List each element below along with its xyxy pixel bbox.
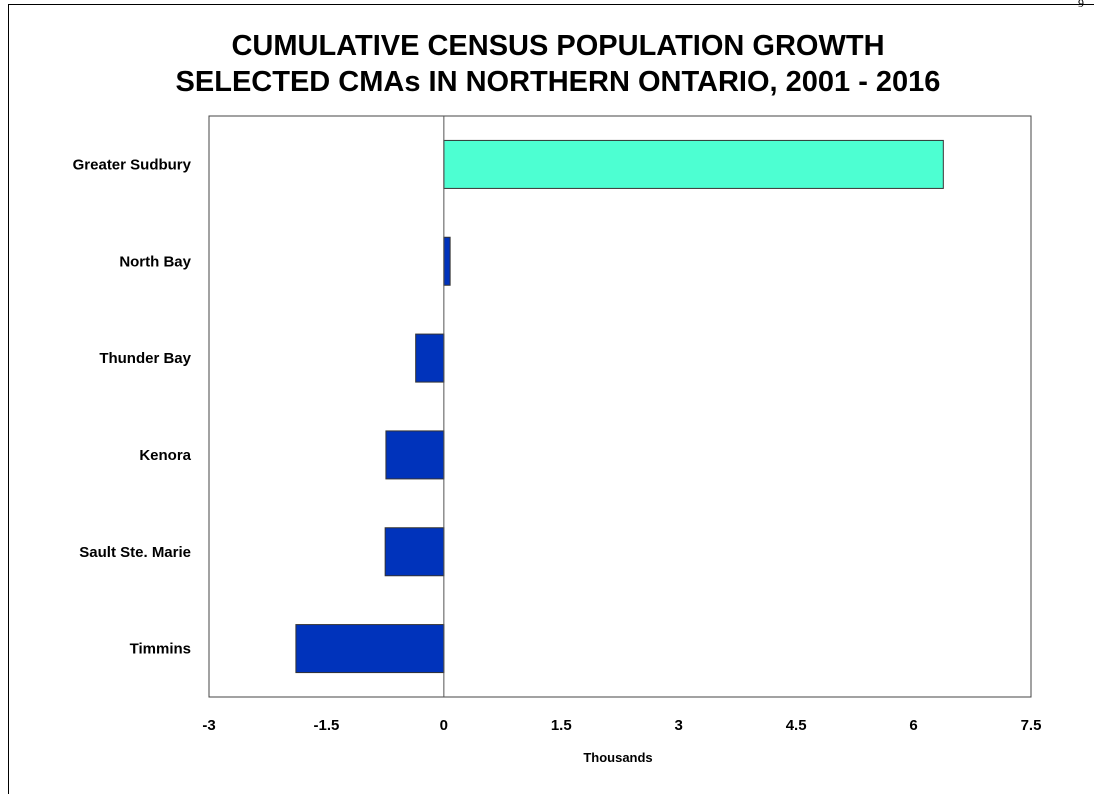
x-tick-label: -3: [202, 717, 215, 734]
bar-timmins: [295, 624, 445, 674]
category-label-kenora: Kenora: [139, 447, 191, 464]
category-label-timmins: Timmins: [130, 641, 191, 658]
x-tick-label: 3: [675, 717, 683, 734]
bars-layer: [295, 139, 944, 674]
bar-thunder-bay: [415, 333, 445, 383]
bar-sault-ste-marie: [384, 527, 445, 577]
x-tick-label: 4.5: [786, 717, 807, 734]
chart-subtitle: SELECTED CMAs IN NORTHERN ONTARIO, 2001 …: [175, 66, 941, 98]
category-labels: Greater Sudbury North Bay Thunder Bay Kenor…: [73, 156, 192, 657]
x-tick-label: 6: [909, 717, 917, 734]
x-tick-label: 1.5: [551, 717, 572, 734]
category-label-north-bay: North Bay: [119, 253, 191, 270]
bar-greater-sudbury: [443, 139, 944, 189]
chart-title: CUMULATIVE CENSUS POPULATION GROWTH: [231, 30, 885, 62]
x-tick-label: -1.5: [313, 717, 339, 734]
category-label-sault-ste-marie: Sault Ste. Marie: [79, 544, 191, 561]
bar-north-bay: [443, 236, 451, 286]
plot-area: [208, 115, 1032, 698]
bar-kenora: [385, 430, 445, 480]
x-tick-label: 7.5: [1021, 717, 1042, 734]
x-axis-label: Thousands: [583, 750, 652, 765]
x-tick-label: 0: [440, 717, 448, 734]
category-label-greater-sudbury: Greater Sudbury: [73, 156, 192, 173]
page-frame: [8, 4, 1094, 794]
category-label-thunder-bay: Thunder Bay: [99, 350, 191, 367]
x-tick-labels: -3 -1.5 0 1.5 3 4.5 6 7.5: [202, 717, 1041, 734]
page-number: 9: [1078, 0, 1084, 10]
chart-title-block: CUMULATIVE CENSUS POPULATION GROWTH SELE…: [0, 28, 1096, 100]
